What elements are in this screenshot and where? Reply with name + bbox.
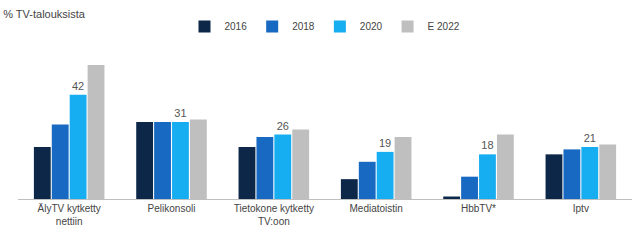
svg-text:ÄlyTV kytkettynettiin: ÄlyTV kytkettynettiin [37,203,100,227]
svg-text:Tietokone kytkettyTV:oon: Tietokone kytkettyTV:oon [234,203,314,227]
svg-text:2016: 2016 [225,21,248,32]
svg-text:18: 18 [481,139,493,151]
svg-text:26: 26 [277,120,289,132]
svg-text:E 2022: E 2022 [428,21,460,32]
svg-text:Iptv: Iptv [573,203,589,214]
svg-text:Mediatoistin: Mediatoistin [349,203,402,214]
svg-text:2018: 2018 [292,21,315,32]
svg-text:31: 31 [174,107,186,119]
svg-text:2020: 2020 [360,21,383,32]
svg-text:21: 21 [584,132,596,144]
svg-text:42: 42 [72,80,84,92]
svg-text:19: 19 [379,137,391,149]
svg-text:HbbTV*: HbbTV* [461,203,496,214]
svg-text:Pelikonsoli: Pelikonsoli [148,203,196,214]
svg-text:% TV-talouksista: % TV-talouksista [3,8,86,20]
